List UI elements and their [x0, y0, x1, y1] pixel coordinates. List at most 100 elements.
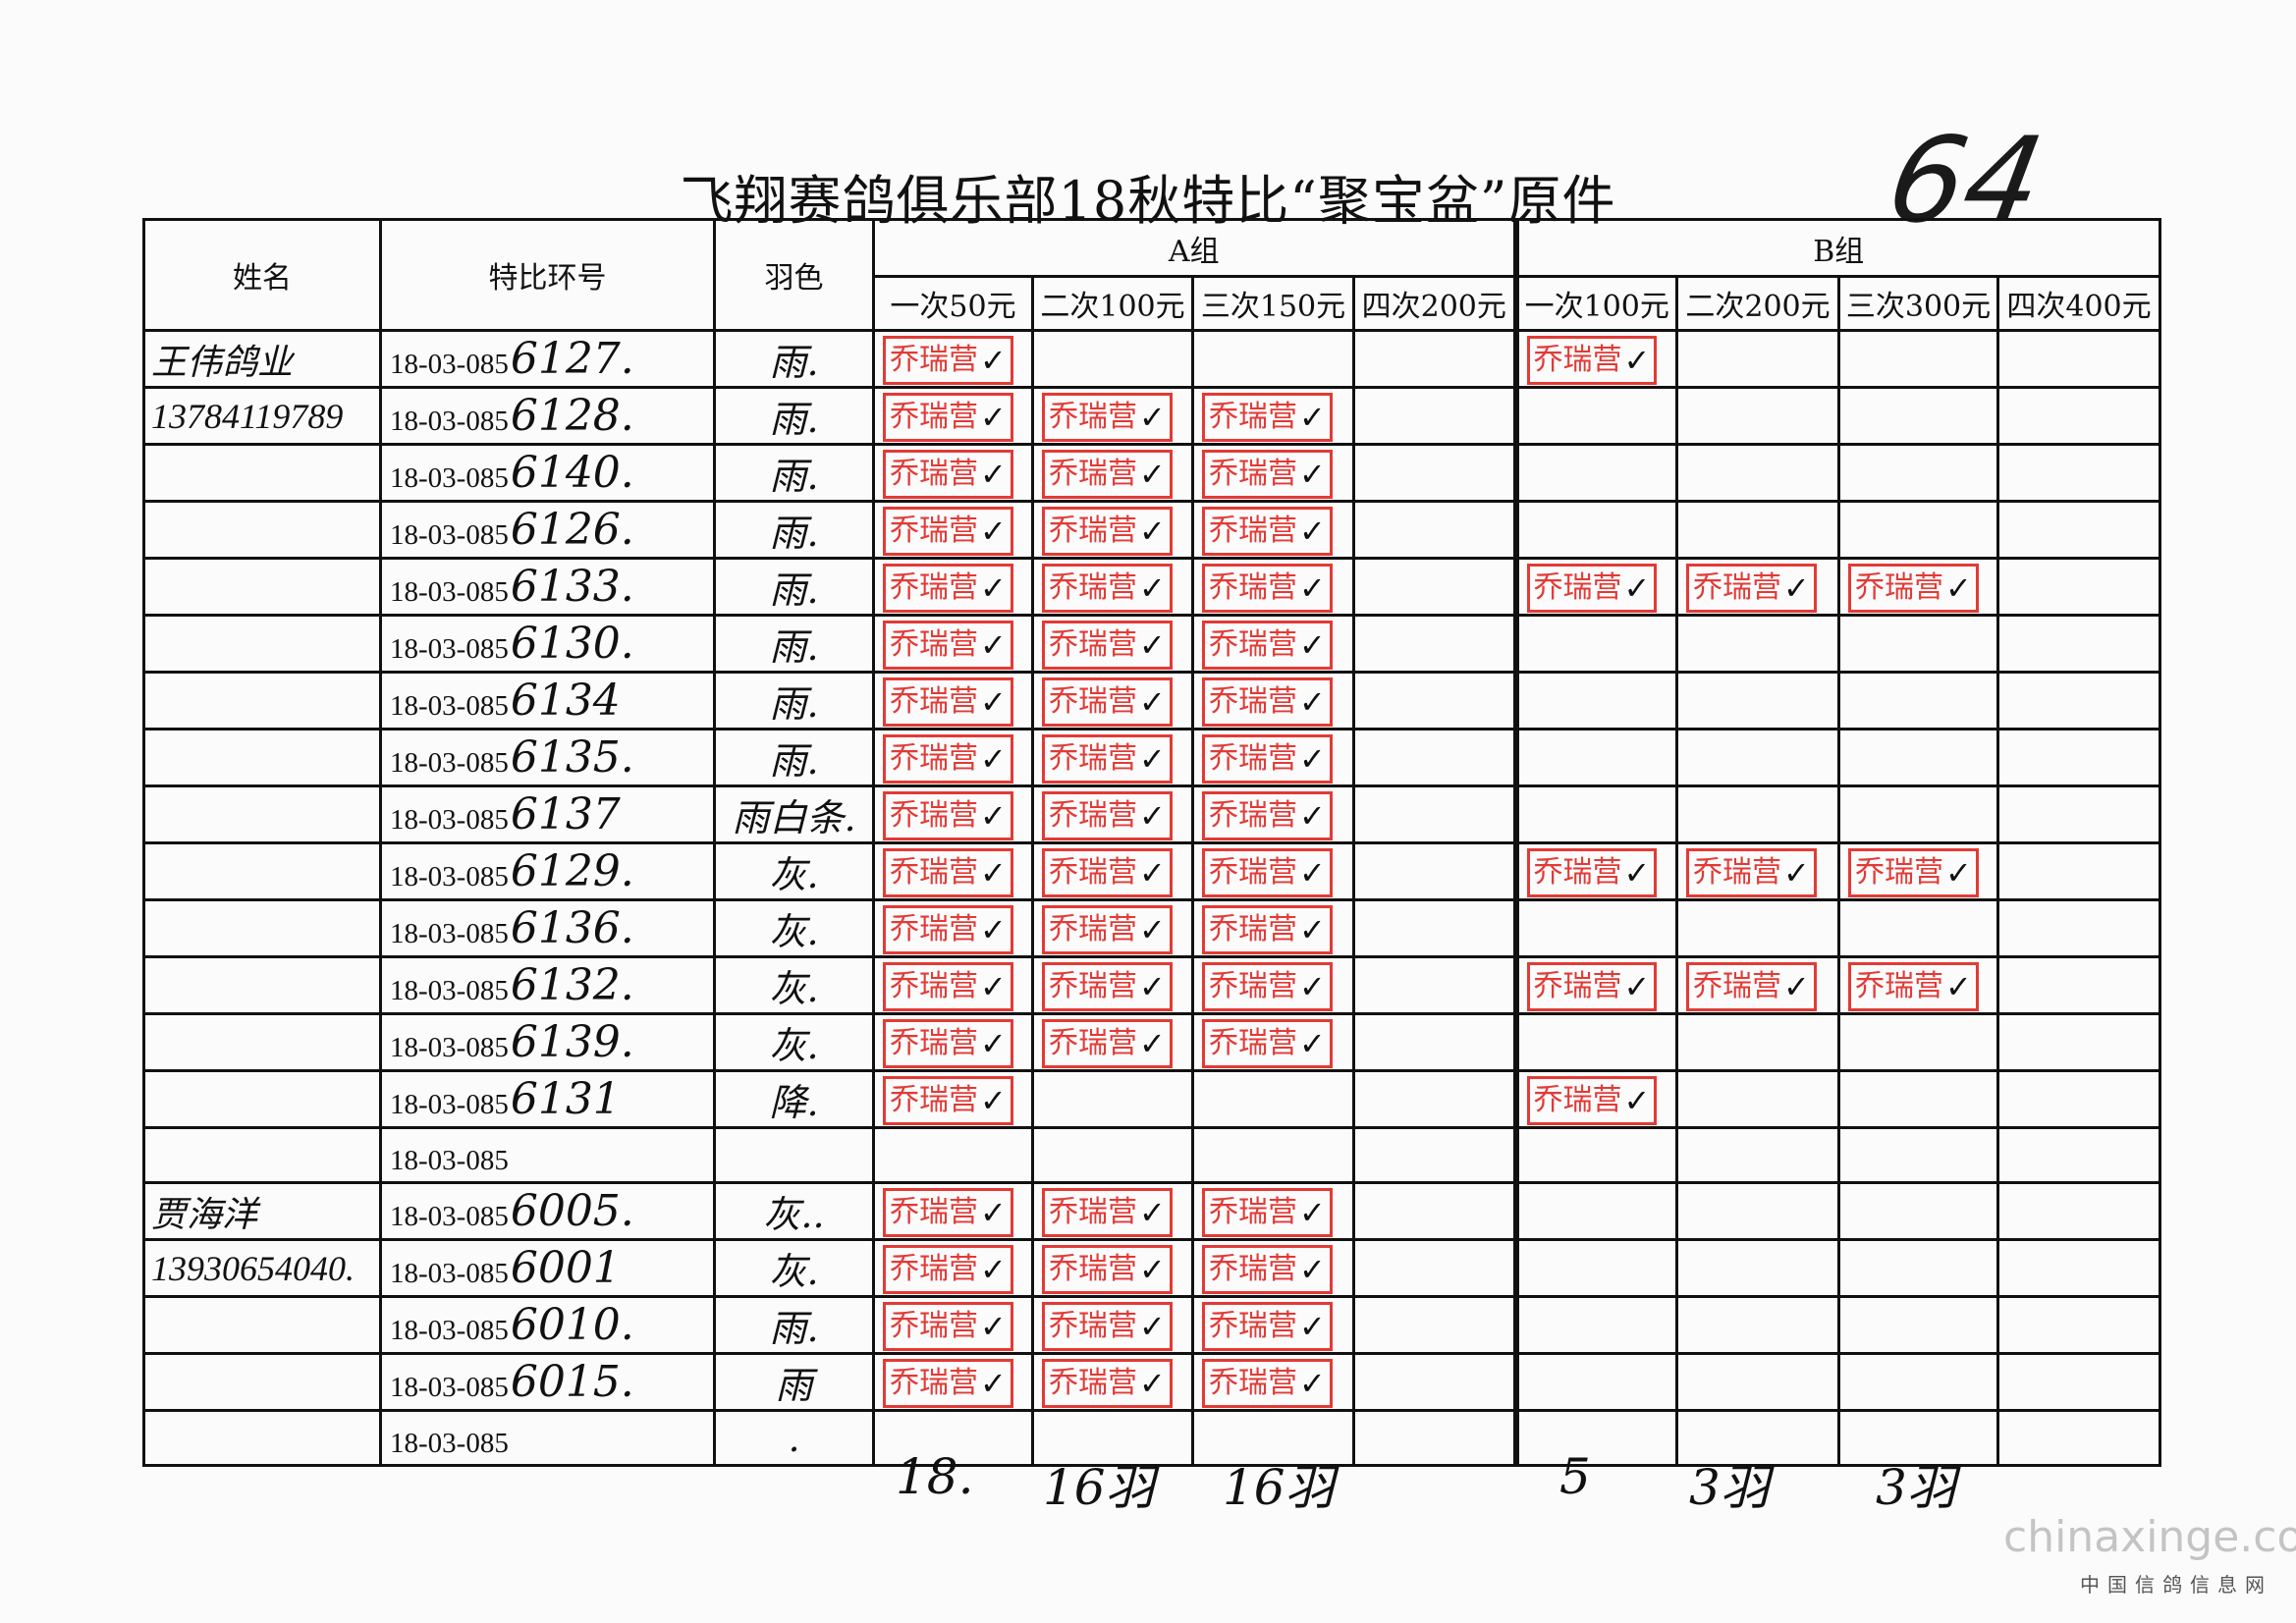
stamp-text: 乔瑞营 — [1049, 741, 1137, 776]
group-a-stake-cell: 乔瑞营 ✓ — [872, 671, 1034, 730]
checkmark-icon: ✓ — [980, 740, 1007, 778]
red-stamp: 乔瑞营 ✓ — [883, 1245, 1013, 1294]
ring-prefix: 18-03-085 — [390, 690, 509, 722]
red-stamp: 乔瑞营 ✓ — [1202, 1359, 1333, 1408]
group-a-stake-cell — [1031, 1409, 1194, 1467]
table-row: 18-03-0856133. 雨. 乔瑞营 ✓ 乔瑞营 ✓ 乔瑞营 ✓ 乔瑞营 ✓ 乔瑞营 ✓ 乔瑞营 ✓ — [142, 557, 2161, 617]
red-stamp: 乔瑞营 ✓ — [1042, 393, 1173, 442]
stamp-text: 乔瑞营 — [1209, 1195, 1297, 1229]
group-a-stake-cell: 乔瑞营 ✓ — [1031, 784, 1194, 844]
checkmark-icon: ✓ — [980, 513, 1007, 550]
stamp-text: 乔瑞营 — [1049, 1309, 1137, 1343]
checkmark-icon: ✓ — [1299, 569, 1326, 607]
group-b-stake-cell: 乔瑞营 ✓ — [1675, 841, 1840, 901]
group-a-stake-cell: 乔瑞营 ✓ — [1031, 1238, 1194, 1298]
checkmark-icon: ✓ — [980, 797, 1007, 835]
red-stamp: 乔瑞营 ✓ — [883, 962, 1013, 1011]
owner-cell — [142, 671, 382, 730]
ring-number-cell: 18-03-0856130. — [379, 614, 716, 674]
group-b-stake-cell — [1675, 784, 1840, 844]
stamp-text: 乔瑞营 — [890, 855, 978, 890]
group-a-stake-cell — [1352, 1126, 1519, 1184]
group-b-stake-cell — [1514, 671, 1678, 730]
group-b-stake-cell — [1514, 1409, 1678, 1467]
checkmark-icon: ✓ — [1139, 683, 1166, 721]
checkmark-icon: ✓ — [980, 911, 1007, 948]
group-b-stake-cell — [1675, 671, 1840, 730]
checkmark-icon: ✓ — [1623, 342, 1651, 379]
ring-prefix: 18-03-085 — [390, 519, 509, 551]
stamp-text: 乔瑞营 — [1049, 457, 1137, 491]
group-a-stake-cell — [1352, 841, 1519, 901]
group-b-stake-cell — [1675, 1126, 1840, 1184]
group-b-stake-cell — [1996, 841, 2161, 901]
red-stamp: 乔瑞营 ✓ — [1042, 1245, 1173, 1294]
stamp-text: 乔瑞营 — [1693, 969, 1781, 1003]
group-a-stake-cell: 乔瑞营 ✓ — [872, 1295, 1034, 1355]
table-row: 18-03-085 — [142, 1126, 2161, 1184]
stamp-text: 乔瑞营 — [1693, 570, 1781, 605]
ring-prefix: 18-03-085 — [390, 1032, 509, 1063]
group-a-stake-cell: 乔瑞营 ✓ — [1191, 728, 1355, 787]
ring-number-cell: 18-03-0856010. — [379, 1295, 716, 1355]
checkmark-icon: ✓ — [980, 626, 1007, 664]
group-a-stake-cell: 乔瑞营 ✓ — [872, 1012, 1034, 1072]
stamp-text: 乔瑞营 — [1049, 684, 1137, 719]
checkmark-icon: ✓ — [1299, 854, 1326, 892]
red-stamp: 乔瑞营 ✓ — [883, 336, 1013, 385]
stamp-text: 乔瑞营 — [1209, 741, 1297, 776]
ring-suffix: 6136. — [510, 903, 634, 953]
red-stamp: 乔瑞营 ✓ — [1202, 1302, 1333, 1351]
group-b-stake-cell — [1996, 1181, 2161, 1241]
ring-prefix: 18-03-085 — [390, 1258, 509, 1289]
checkmark-icon: ✓ — [1139, 854, 1166, 892]
stamp-text: 乔瑞营 — [1209, 570, 1297, 605]
checkmark-icon: ✓ — [1623, 854, 1651, 892]
group-b-stake-cell — [1996, 557, 2161, 617]
stamp-text: 乔瑞营 — [890, 514, 978, 548]
checkmark-icon: ✓ — [1299, 456, 1326, 493]
checkmark-icon: ✓ — [1139, 1251, 1166, 1288]
owner-cell — [142, 898, 382, 958]
feather-color-cell: 灰. — [713, 1238, 875, 1298]
stamp-text: 乔瑞营 — [1693, 855, 1781, 890]
ring-number-cell: 18-03-0856129. — [379, 841, 716, 901]
checkmark-icon: ✓ — [980, 456, 1007, 493]
table-row: 13930654040. 18-03-0856001 灰. 乔瑞营 ✓ 乔瑞营 ✓ 乔瑞营 ✓ — [142, 1238, 2161, 1298]
ring-suffix: 6001 — [510, 1243, 621, 1293]
red-stamp: 乔瑞营 ✓ — [883, 507, 1013, 556]
ring-number-cell: 18-03-0856140. — [379, 443, 716, 503]
red-stamp: 乔瑞营 ✓ — [883, 450, 1013, 499]
stamp-text: 乔瑞营 — [890, 1083, 978, 1117]
owner-cell — [142, 1409, 382, 1467]
group-b-stake-cell — [1837, 386, 1999, 446]
group-a-stake-cell: 乔瑞营 ✓ — [1191, 614, 1355, 674]
checkmark-icon: ✓ — [980, 1365, 1007, 1402]
stamp-text: 乔瑞营 — [890, 798, 978, 833]
group-a-stake-cell: 乔瑞营 ✓ — [1031, 386, 1194, 446]
group-b-stake-cell — [1837, 1352, 1999, 1412]
group-a-stake-cell — [1352, 443, 1519, 503]
group-b-stake-cell — [1837, 1069, 1999, 1129]
header-a2: 二次100元 — [1031, 275, 1194, 332]
red-stamp: 乔瑞营 ✓ — [1202, 1188, 1333, 1237]
group-b-stake-cell — [1514, 728, 1678, 787]
stamp-text: 乔瑞营 — [1209, 798, 1297, 833]
checkmark-icon: ✓ — [980, 1251, 1007, 1288]
group-b-stake-cell: 乔瑞营 ✓ — [1514, 955, 1678, 1015]
checkmark-icon: ✓ — [1139, 911, 1166, 948]
checkmark-icon: ✓ — [1139, 1308, 1166, 1345]
ring-number-cell: 18-03-0856134 — [379, 671, 716, 730]
ring-prefix: 18-03-085 — [390, 1145, 509, 1176]
checkmark-icon: ✓ — [1139, 1365, 1166, 1402]
checkmark-icon: ✓ — [1139, 968, 1166, 1005]
group-b-stake-cell — [1996, 1409, 2161, 1467]
group-a-stake-cell: 乔瑞营 ✓ — [1191, 784, 1355, 844]
red-stamp: 乔瑞营 ✓ — [1848, 848, 1979, 897]
ring-prefix: 18-03-085 — [390, 406, 509, 437]
group-b-stake-cell — [1837, 1238, 1999, 1298]
group-a-stake-cell: 乔瑞营 ✓ — [1031, 557, 1194, 617]
stamp-text: 乔瑞营 — [1049, 855, 1137, 890]
group-b-stake-cell — [1996, 329, 2161, 389]
group-a-stake-cell: 乔瑞营 ✓ — [872, 443, 1034, 503]
